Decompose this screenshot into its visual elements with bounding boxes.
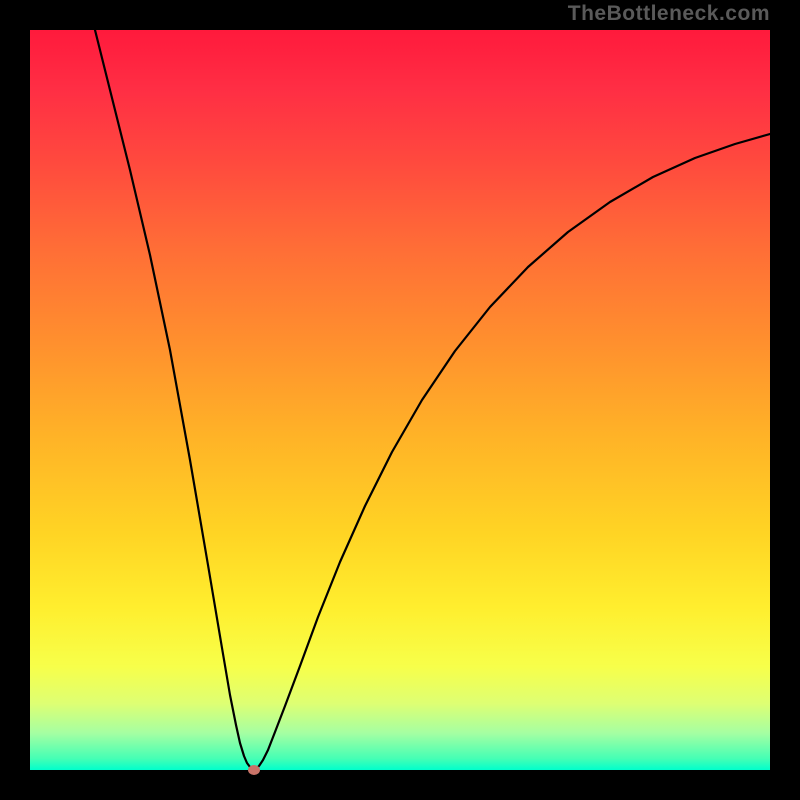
plot-area xyxy=(30,30,770,770)
bottleneck-curve xyxy=(30,30,770,770)
minimum-marker xyxy=(248,765,260,775)
chart-container: TheBottleneck.com xyxy=(0,0,800,800)
watermark-text: TheBottleneck.com xyxy=(568,2,770,26)
